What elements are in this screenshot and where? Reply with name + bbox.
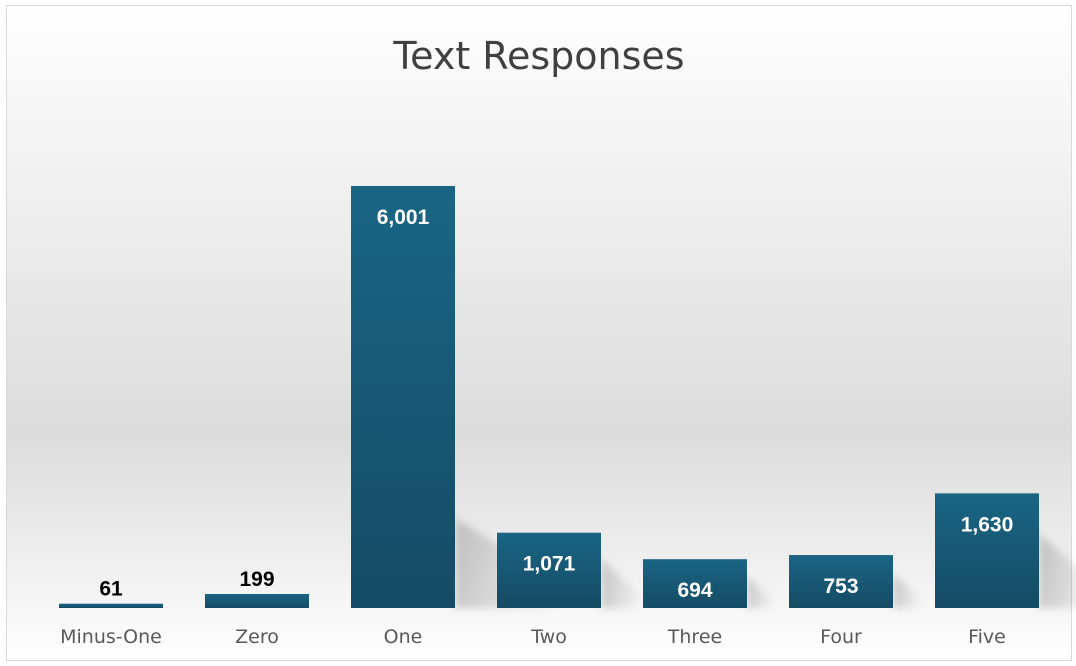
x-tick-label: Four	[820, 626, 862, 648]
data-label: 6,001	[377, 206, 430, 229]
data-label: 1,071	[523, 553, 576, 576]
bar-five	[935, 493, 1039, 608]
data-label: 199	[239, 568, 274, 591]
bar-zero	[205, 594, 309, 608]
chart-title: Text Responses	[393, 34, 685, 78]
bar-shadow	[893, 573, 923, 608]
bar-one	[351, 186, 455, 608]
bar-two	[497, 532, 601, 608]
x-tick-label: Five	[968, 626, 1006, 648]
x-tick-label: Three	[667, 626, 722, 648]
x-tick-label: Minus-One	[60, 626, 162, 648]
bar-shadow	[601, 559, 643, 608]
data-label: 753	[823, 575, 858, 598]
x-tick-label: One	[384, 626, 423, 648]
data-label: 694	[677, 579, 712, 602]
bar-three	[643, 559, 747, 608]
bar-four	[789, 555, 893, 608]
bar-shadow	[747, 576, 774, 608]
x-tick-label: Two	[530, 626, 567, 648]
bar-minus-one	[59, 603, 163, 608]
data-label: 61	[99, 578, 123, 601]
data-label: 1,630	[961, 513, 1014, 536]
x-tick-label: Zero	[235, 626, 279, 648]
bar-shadow	[1039, 533, 1076, 608]
